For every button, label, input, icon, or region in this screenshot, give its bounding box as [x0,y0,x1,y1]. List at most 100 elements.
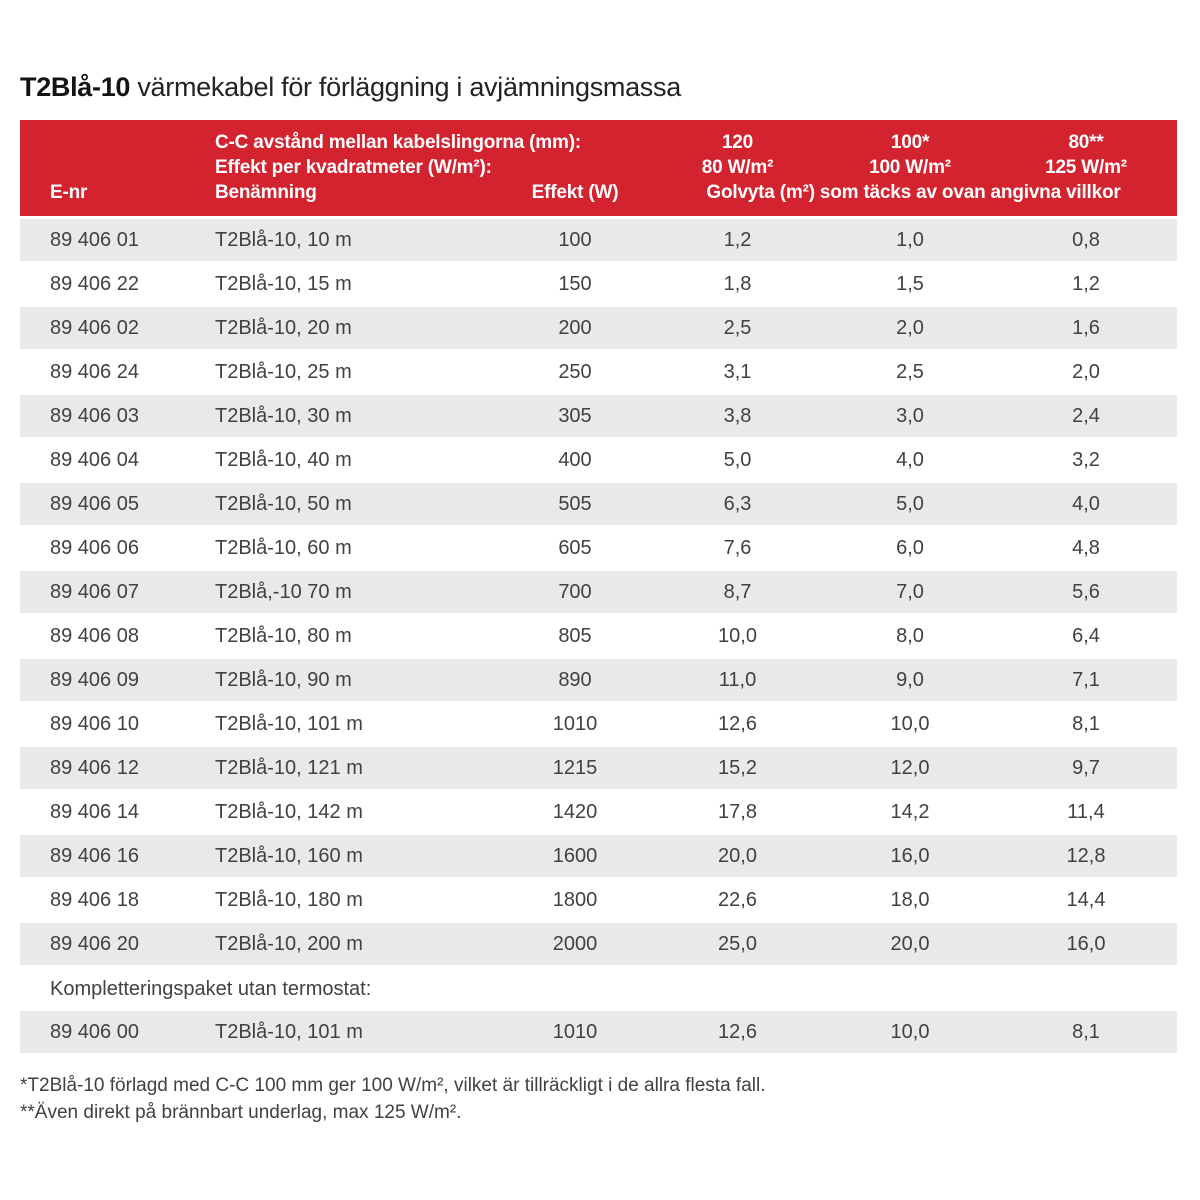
cell-benamning: T2Blå-10, 15 m [215,273,352,295]
cell-area-120: 25,0 [718,933,757,955]
cell-area-100: 5,0 [896,493,924,515]
cell-area-80: 11,4 [1067,801,1105,823]
cell-enr: 89 406 03 [50,405,139,427]
cell-effekt: 400 [558,449,592,471]
cell-benamning: T2Blå-10, 180 m [215,889,363,911]
cell-area-100: 1,5 [896,273,924,295]
header-enr-label: E-nr [50,182,88,203]
cell-benamning: T2Blå-10, 101 m [215,713,363,735]
cell-enr: 89 406 04 [50,449,139,471]
cell-area-100: 20,0 [890,933,930,955]
table-row: 89 406 02 T2Blå-10, 20 m 200 2,5 2,0 1,6 [20,307,1177,351]
header-cc-distance-label: C-C avstånd mellan kabelslingorna (mm): [215,132,581,153]
cell-benamning: T2Blå-10, 30 m [215,405,352,427]
cell-benamning: T2Blå-10, 60 m [215,537,352,559]
cell-effekt: 1800 [552,889,598,911]
cell-enr: 89 406 08 [50,625,139,647]
cell-benamning: T2Blå-10, 101 m [215,1021,363,1043]
header-golvyta-label: Golvyta (m²) som täcks av ovan angivna v… [706,182,1121,203]
cell-area-120: 6,3 [723,493,752,515]
cell-area-80: 7,1 [1072,669,1100,691]
cell-area-120: 11,0 [718,669,757,691]
footnotes: *T2Blå-10 förlagd med C-C 100 mm ger 100… [20,1072,1177,1126]
cell-benamning: T2Blå-10, 160 m [215,845,363,867]
table-row: 89 406 07 T2Blå,-10 70 m 700 8,7 7,0 5,6 [20,571,1177,615]
cell-benamning: T2Blå-10, 20 m [215,317,352,339]
cell-area-80: 1,6 [1072,317,1100,339]
cell-effekt: 890 [558,669,592,691]
cell-enr: 89 406 02 [50,317,139,339]
header-power-125: 125 W/m² [1045,157,1127,178]
complement-body: 89 406 00 T2Blå-10, 101 m 1010 12,6 10,0… [20,1011,1177,1055]
table-row: 89 406 22 T2Blå-10, 15 m 150 1,8 1,5 1,2 [20,263,1177,307]
cell-area-120: 10,0 [718,625,757,647]
cell-area-120: 17,8 [718,801,757,823]
cell-enr: 89 406 00 [50,1021,139,1043]
cell-effekt: 250 [558,361,592,383]
cell-area-120: 1,8 [723,273,752,295]
cell-benamning: T2Blå-10, 80 m [215,625,352,647]
cell-area-120: 7,6 [723,537,752,559]
cell-effekt: 605 [558,537,592,559]
cell-area-120: 3,8 [723,405,752,427]
footnote-2: **Även direkt på brännbart underlag, max… [20,1102,462,1123]
table-row: 89 406 12 T2Blå-10, 121 m 1215 15,2 12,0… [20,747,1177,791]
cell-area-100: 7,0 [896,581,924,603]
cell-area-80: 6,4 [1072,625,1100,647]
cell-area-100: 16,0 [890,845,930,867]
cell-enr: 89 406 05 [50,493,139,515]
cell-area-80: 0,8 [1072,229,1100,251]
cell-enr: 89 406 14 [50,801,139,823]
header-effect-per-sqm-label: Effekt per kvadratmeter (W/m²): [215,157,492,178]
cell-area-80: 9,7 [1072,757,1100,779]
cell-area-120: 12,6 [718,713,757,735]
table-header: C-C avstånd mellan kabelslingorna (mm): … [20,120,1177,216]
cell-area-100: 9,0 [896,669,924,691]
cell-benamning: T2Blå-10, 200 m [215,933,363,955]
cell-area-80: 8,1 [1072,1021,1100,1043]
cell-area-120: 22,6 [718,889,757,911]
section-row: Kompletteringspaket utan termostat: [20,967,1177,1011]
cell-effekt: 150 [558,273,592,295]
cell-enr: 89 406 18 [50,889,139,911]
cell-effekt: 1420 [552,801,598,823]
header-spacing-80: 80** [1068,132,1104,153]
cell-enr: 89 406 12 [50,757,139,779]
cell-area-100: 18,0 [890,889,930,911]
footnote-1: *T2Blå-10 förlagd med C-C 100 mm ger 100… [20,1075,766,1096]
product-name: T2Blå-10 [20,72,131,102]
cell-area-120: 2,5 [723,317,752,339]
cell-area-80: 4,0 [1072,493,1100,515]
cell-enr: 89 406 10 [50,713,139,735]
cell-enr: 89 406 16 [50,845,139,867]
header-power-100: 100 W/m² [869,157,951,178]
table-row: 89 406 06 T2Blå-10, 60 m 605 7,6 6,0 4,8 [20,527,1177,571]
cell-enr: 89 406 06 [50,537,139,559]
table-row: 89 406 10 T2Blå-10, 101 m 1010 12,6 10,0… [20,703,1177,747]
cell-area-100: 14,2 [890,801,930,823]
header-spacing-100: 100* [890,132,930,153]
cell-area-80: 3,2 [1072,449,1100,471]
cell-area-100: 3,0 [896,405,924,427]
cell-area-80: 5,6 [1072,581,1100,603]
cell-enr: 89 406 20 [50,933,139,955]
cell-effekt: 1215 [552,757,598,779]
cell-area-100: 6,0 [896,537,924,559]
cell-area-120: 3,1 [723,361,752,383]
header-spacing-120: 120 [721,132,754,153]
cell-area-120: 1,2 [723,229,752,251]
cell-area-120: 15,2 [718,757,757,779]
cell-area-100: 10,0 [890,713,930,735]
page-title-subtitle: värmekabel för förläggning i avjämningsm… [130,72,681,102]
cell-area-100: 2,0 [896,317,924,339]
header-effekt-label: Effekt (W) [531,182,619,203]
cell-area-80: 16,0 [1066,933,1106,955]
cell-effekt: 1600 [552,845,598,867]
catalog-page: T2Blå-10 värmekabel för förläggning i av… [20,72,1177,1126]
table-row: 89 406 18 T2Blå-10, 180 m 1800 22,6 18,0… [20,879,1177,923]
cell-effekt: 100 [558,229,592,251]
table-row: 89 406 04 T2Blå-10, 40 m 400 5,0 4,0 3,2 [20,439,1177,483]
header-line-1: C-C avstånd mellan kabelslingorna (mm): … [20,130,1177,155]
cell-benamning: T2Blå,-10 70 m [215,581,352,603]
cell-area-80: 4,8 [1072,537,1100,559]
